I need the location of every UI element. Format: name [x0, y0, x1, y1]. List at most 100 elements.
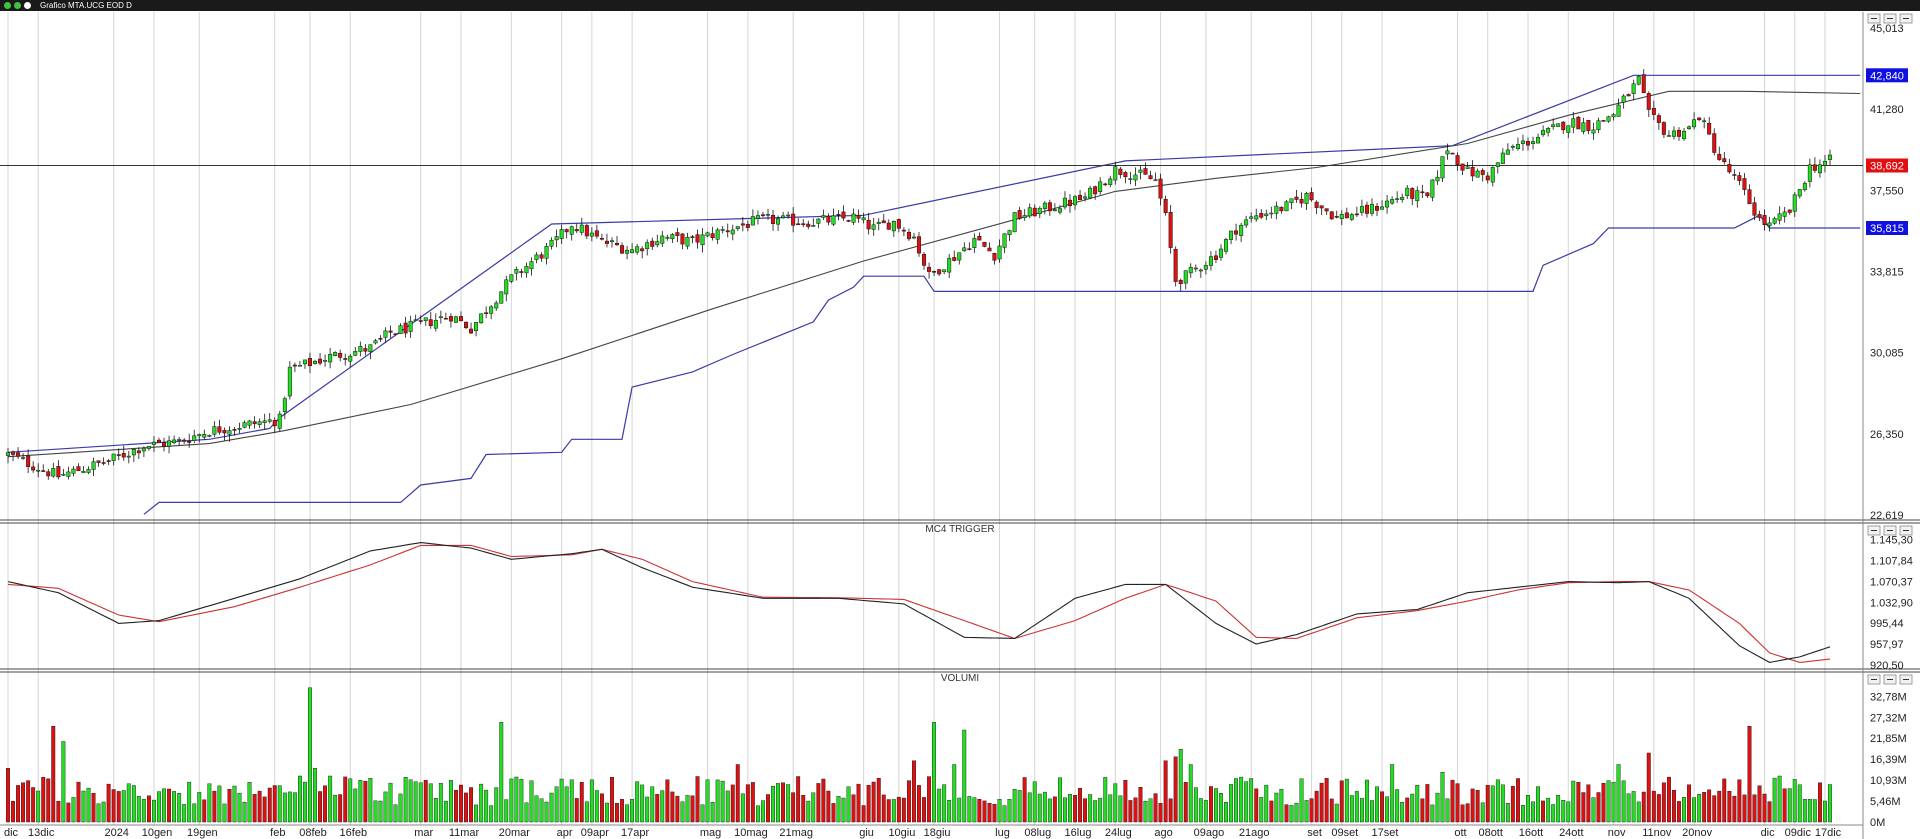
candle [1264, 209, 1269, 221]
candle-body [197, 434, 202, 437]
candle [1787, 209, 1792, 215]
candle-body [705, 232, 710, 237]
mc4-tick-label: 1.070,37 [1870, 576, 1913, 588]
candle [745, 220, 750, 232]
volume-bar [740, 793, 745, 823]
candle [328, 347, 333, 369]
panel-control-button[interactable] [1867, 674, 1881, 685]
volume-bar [559, 778, 564, 823]
volume-bar [408, 779, 413, 823]
candle [1671, 126, 1676, 140]
candle [1631, 79, 1636, 101]
panel-control-button[interactable] [1883, 674, 1897, 685]
candle [1470, 160, 1475, 182]
candle [1218, 244, 1223, 261]
candle-body [76, 466, 81, 472]
candle [916, 232, 921, 257]
panel-control-button[interactable] [1899, 13, 1913, 24]
volume-bar [1505, 803, 1510, 823]
volume-bar [1747, 726, 1752, 823]
candle [237, 422, 242, 434]
volume-bar [318, 791, 322, 823]
date-tick-label: dic [1761, 827, 1776, 839]
candle [11, 450, 16, 462]
candle-body [609, 240, 614, 243]
candle-body [1017, 210, 1022, 219]
volume-bar [1354, 791, 1359, 823]
candle-body [1254, 215, 1259, 220]
panel-control-button[interactable] [1899, 525, 1913, 536]
candle-body [1551, 124, 1556, 127]
candle-body [41, 470, 46, 472]
volume-bar [11, 801, 16, 823]
volume-bar [464, 792, 468, 823]
volume-bar [796, 776, 801, 823]
date-tick-label: 10giu [888, 827, 915, 839]
candle [1752, 196, 1757, 221]
window-dot-icon[interactable] [4, 2, 11, 9]
candle [1259, 208, 1264, 219]
volume-bar [1445, 798, 1450, 823]
candle [202, 429, 207, 441]
candle-body [438, 316, 443, 318]
candle-body [46, 471, 51, 477]
candle-body [1007, 230, 1012, 236]
candle [494, 300, 499, 311]
candle [584, 223, 589, 240]
panel-control-button[interactable] [1883, 525, 1897, 536]
panel-controls[interactable] [1867, 13, 1913, 685]
candle [715, 227, 720, 245]
candle [1364, 201, 1369, 218]
candle [297, 361, 302, 367]
candle-body [670, 234, 675, 239]
candle [1792, 192, 1797, 218]
panel-control-button[interactable] [1867, 525, 1881, 536]
candle-body [771, 214, 776, 224]
candle-body [1430, 179, 1435, 198]
candle [111, 453, 116, 466]
candle-body [151, 441, 156, 445]
panel-control-button[interactable] [1883, 13, 1897, 24]
candle [413, 314, 418, 322]
volume-axis: 32,78M 27,32M 21,85M 16,39M 10,93M 5,46M 0M [1870, 691, 1907, 829]
candle-body [584, 225, 589, 237]
candle-body [952, 257, 957, 261]
candle [489, 305, 494, 320]
candle [1712, 128, 1717, 156]
candle [967, 242, 972, 251]
candle-body [1621, 95, 1626, 103]
candle [1717, 146, 1722, 161]
candle-body [745, 223, 750, 228]
candle-body [388, 330, 393, 333]
volume-bar [1234, 778, 1239, 823]
panel-control-button[interactable] [1899, 674, 1913, 685]
window-dot-icon[interactable] [14, 2, 21, 9]
candle [957, 252, 962, 265]
candle-body [156, 439, 161, 444]
volume-bar [1651, 790, 1656, 823]
volume-bar [403, 777, 408, 823]
candle-body [1088, 187, 1093, 199]
candle [1676, 127, 1681, 141]
volume-bar [484, 789, 489, 823]
date-tick-label: 13dic [28, 827, 55, 839]
window-dot-icon[interactable] [24, 2, 31, 9]
candle [650, 237, 655, 250]
candle [1118, 166, 1123, 179]
candle [1651, 100, 1656, 121]
date-tick-label: set [1307, 827, 1322, 839]
candle [41, 464, 46, 473]
volume-bar [1344, 778, 1349, 823]
volume-bar [1425, 784, 1430, 823]
candle [1138, 165, 1143, 180]
candle-body [866, 219, 871, 230]
volume-bar [901, 797, 906, 823]
volume-bar [247, 782, 252, 823]
volume-bar [1229, 784, 1234, 823]
candle [594, 224, 599, 239]
volume-bar [1621, 780, 1626, 823]
panel-control-button[interactable] [1867, 13, 1881, 24]
candle-body [1787, 209, 1792, 213]
candle [438, 310, 443, 324]
